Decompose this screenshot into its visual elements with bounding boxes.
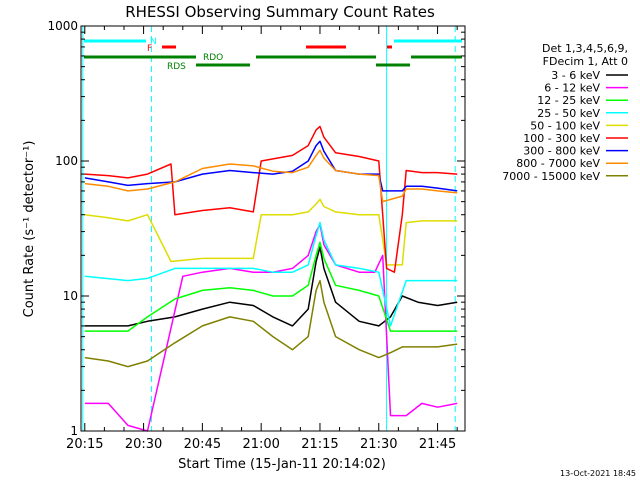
legend-label-4: 25 - 50 keV xyxy=(537,107,600,120)
series-line-8 xyxy=(84,149,458,203)
legend-header-1: Det 1,3,4,5,6,9, xyxy=(542,42,628,55)
y-tick-label-4: 1000 xyxy=(47,19,78,33)
x-tick-label-5: 21:15 xyxy=(301,437,338,452)
legend-label-7: 300 - 800 keV xyxy=(523,145,600,158)
plot-frame xyxy=(80,25,466,432)
footer-timestamp: 13-Oct-2021 18:45 xyxy=(560,469,636,478)
plot-area: NF RDO RDS xyxy=(82,26,462,432)
flag-label-rdo: RDO xyxy=(203,53,223,63)
y-tick-label-3: 100 xyxy=(55,154,78,168)
series-line-6 xyxy=(84,125,458,273)
y-axis-label: Count Rate (s⁻¹ detector⁻¹) xyxy=(22,141,37,318)
series-line-2 xyxy=(84,223,458,432)
x-tick-label-1: 20:15 xyxy=(66,437,103,452)
axes: 1 10 100 1000 20:15 20:30 20:45 21:00 21:15 21:30… xyxy=(47,19,465,452)
chart-title: RHESSI Observing Summary Count Rates xyxy=(125,3,435,21)
x-tick-label-7: 21:45 xyxy=(419,437,456,452)
legend-label-3: 12 - 25 keV xyxy=(537,94,600,107)
flag-label-n: N xyxy=(150,37,157,47)
x-tick-label-3: 20:45 xyxy=(184,437,221,452)
x-tick-label-4: 21:00 xyxy=(242,437,279,452)
series-line-3 xyxy=(84,241,458,332)
series-line-5 xyxy=(84,198,458,266)
legend-label-9: 7000 - 15000 keV xyxy=(502,170,600,183)
series-line-9 xyxy=(84,279,458,368)
x-tick-label-6: 21:30 xyxy=(360,437,397,452)
y-tick-label-2: 10 xyxy=(63,289,78,303)
y-tick-label-1: 1 xyxy=(70,424,78,438)
legend-label-6: 100 - 300 keV xyxy=(523,132,600,145)
legend-label-5: 50 - 100 keV xyxy=(530,119,600,132)
legend-header-2: FDecim 1, Att 0 xyxy=(543,55,628,68)
legend-label-1: 3 - 6 keV xyxy=(551,69,600,82)
legend: Det 1,3,4,5,6,9,FDecim 1, Att 03 - 6 keV… xyxy=(502,42,628,183)
flag-label-rds: RDS xyxy=(167,62,186,72)
flag-label-f: F xyxy=(147,44,152,54)
series-line-7 xyxy=(84,140,458,192)
legend-label-2: 6 - 12 keV xyxy=(544,82,600,95)
series-line-4 xyxy=(84,221,458,327)
legend-label-8: 800 - 7000 keV xyxy=(516,157,600,170)
x-tick-label-2: 20:30 xyxy=(125,437,162,452)
x-axis-label: Start Time (15-Jan-11 20:14:02) xyxy=(178,457,386,472)
